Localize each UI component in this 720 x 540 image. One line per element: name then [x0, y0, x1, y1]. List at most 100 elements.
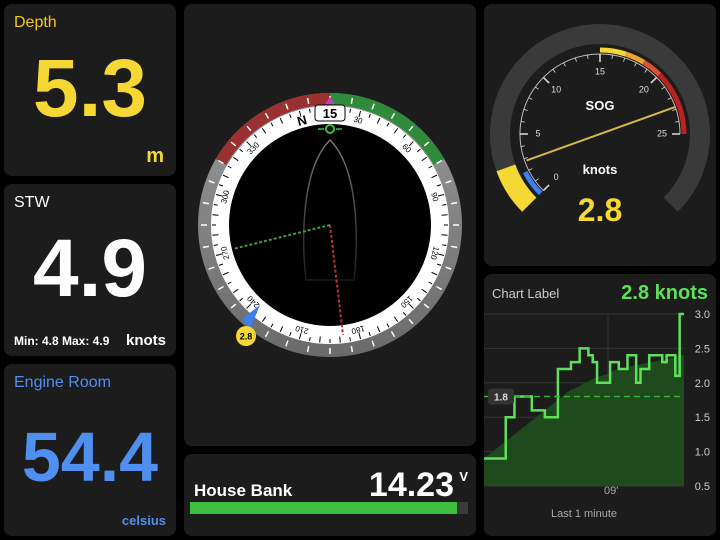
- compass-card-tick: [279, 326, 284, 333]
- sog-tick: [552, 69, 556, 73]
- compass-card-tick: [218, 263, 224, 266]
- compass-card-tick: [289, 331, 292, 337]
- wind-badge-value: 2.8: [240, 332, 253, 342]
- sog-value-arc: [496, 164, 537, 212]
- sog-panel: 0 5 10 15 20 25 SOG knots 2.8: [484, 4, 716, 266]
- compass-card-tick: [438, 193, 445, 197]
- sog-tick: [523, 157, 528, 160]
- compass-outer-tick: [408, 125, 414, 132]
- compass-card-label: 210: [294, 323, 310, 335]
- compass-outer-tick: [371, 340, 375, 347]
- sog-tick: [520, 145, 525, 147]
- compass-card-tick: [212, 214, 219, 216]
- sog-scale-label: 0: [554, 172, 559, 182]
- compass-card-tick: [402, 134, 407, 138]
- compass-card-tick: [246, 141, 252, 147]
- compass-card-tick: [368, 113, 371, 119]
- chart-x-label: 09': [604, 485, 619, 497]
- chart-footer: Last 1 minute: [550, 508, 618, 520]
- compass-outer-tick: [264, 331, 270, 338]
- compass-card-tick: [239, 297, 243, 302]
- compass-card-tick: [376, 117, 381, 124]
- compass-card-tick: [261, 128, 267, 134]
- chart-y-tick-label: 3.0: [695, 309, 710, 321]
- stw-unit: knots: [125, 332, 166, 349]
- battery-value: 14.23: [368, 466, 454, 504]
- battery-bar-track: [190, 502, 468, 514]
- compass-outer-tick: [230, 303, 237, 309]
- sog-tick: [528, 168, 533, 171]
- engine-unit: celsius: [121, 513, 166, 528]
- chart-area: [484, 355, 684, 486]
- compass-card-tick: [233, 156, 239, 162]
- sog-tick: [520, 121, 525, 123]
- compass-card-tick: [421, 156, 427, 162]
- compass-card-tick: [289, 113, 292, 119]
- compass-card-tick: [358, 333, 362, 340]
- compass-card-tick: [261, 316, 267, 322]
- compass-card-tick: [417, 148, 421, 153]
- compass-card-tick: [215, 253, 222, 257]
- chart-y-tick-label: 2.0: [695, 378, 710, 390]
- chart-plot: 1.8 3.0 2.5 2.0 1.5 1.0 0.5: [484, 309, 710, 493]
- compass-card-label: 300: [219, 189, 231, 205]
- compass-heading-value: 15: [323, 106, 337, 121]
- compass-card-label: 90: [429, 191, 440, 202]
- stw-minmax: Min: 4.8 Max: 4.9: [14, 334, 110, 348]
- depth-panel: Depth 5.3 m: [4, 4, 176, 176]
- chart-y-tick-label: 0.5: [695, 481, 710, 493]
- compass-card-tick: [442, 244, 447, 246]
- compass-card-tick: [212, 234, 219, 236]
- sog-scale-label: 10: [551, 85, 561, 95]
- battery-title: House Bank: [194, 481, 293, 500]
- chart-y-tick-label: 2.5: [695, 343, 710, 355]
- stw-panel: STW 4.9 Min: 4.8 Max: 4.9 knots: [4, 184, 176, 356]
- compass-heading-box: [314, 104, 346, 122]
- compass-card-tick: [213, 204, 218, 206]
- compass-card-tick: [402, 312, 407, 316]
- compass-card-tick: [393, 128, 399, 134]
- compass-card-tick: [393, 316, 399, 322]
- sog-tick: [611, 54, 613, 59]
- compass-outer-tick: [350, 97, 354, 104]
- engine-panel: Engine Room 54.4 celsius: [4, 364, 176, 536]
- compass-outer-tick: [423, 303, 430, 309]
- compass-card-tick: [227, 165, 232, 169]
- compass-outer-tick: [445, 180, 452, 184]
- sog-scale-label: 15: [595, 66, 605, 76]
- sog-tick: [535, 178, 539, 182]
- sog-gauge: 0 5 10 15 20 25: [490, 24, 710, 212]
- compass-card-tick: [253, 134, 258, 138]
- sog-tick: [535, 86, 539, 90]
- compass-card-tick: [270, 323, 274, 328]
- compass-card-tick: [222, 174, 229, 179]
- sog-outer-track: [490, 24, 710, 212]
- compass-outer-tick: [306, 346, 310, 353]
- sog-tick: [528, 97, 533, 100]
- compass-outer-tick: [423, 141, 430, 147]
- compass-outer-tick: [451, 201, 458, 205]
- sog-tick: [542, 184, 550, 192]
- compass-card-tick: [442, 204, 447, 206]
- chart-value: 2.8 knots: [621, 282, 708, 304]
- compass-outer-tick: [285, 340, 289, 347]
- sog-zone-redorange: [642, 60, 662, 77]
- compass-outer-tick: [217, 159, 224, 165]
- wind-arrow-icon: [242, 305, 260, 329]
- compass-card-tick: [431, 174, 438, 179]
- battery-panel: House Bank 14.23 V: [184, 454, 476, 536]
- sog-zone-orange: [625, 51, 646, 65]
- chart-panel: Chart Label 2.8 knots 1.8 3.0 2.5 2.0 1.5 1.0…: [484, 274, 716, 536]
- depth-value: 5.3: [33, 43, 147, 134]
- compass-card-tick: [349, 337, 351, 342]
- compass-outer-tick: [306, 97, 310, 104]
- compass-card-tick: [428, 281, 433, 285]
- sog-value: 2.8: [577, 192, 623, 228]
- compass-card-tick: [421, 288, 427, 294]
- sog-scale-label: 5: [535, 128, 540, 138]
- compass-card-tick: [436, 184, 442, 187]
- compass-card-tick: [298, 110, 302, 117]
- chart-average-badge: [488, 388, 514, 405]
- compass-outer-tick: [350, 346, 354, 353]
- compass-outer-tick: [246, 125, 252, 132]
